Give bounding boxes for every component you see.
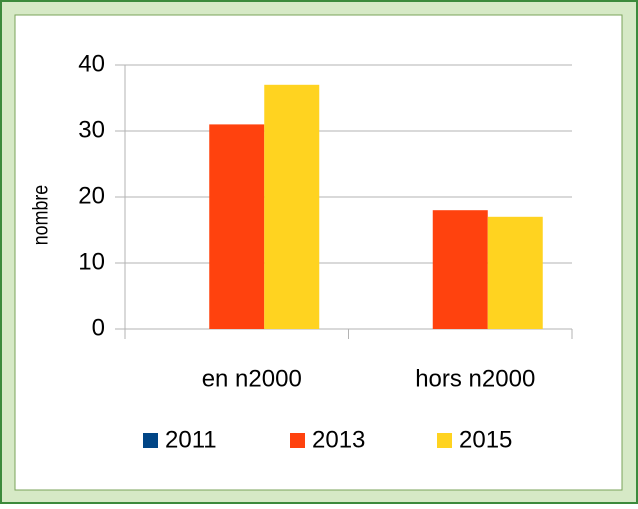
legend-swatch: [437, 433, 452, 448]
y-tick-label: 30: [78, 116, 105, 143]
legend-label: 2013: [312, 426, 365, 453]
legend-label: 2011: [165, 426, 217, 453]
legend-swatch: [143, 433, 158, 448]
legend-swatch: [290, 433, 305, 448]
y-tick-label: 20: [78, 182, 105, 209]
y-tick-label: 10: [78, 248, 105, 275]
bar: [487, 216, 543, 329]
y-tick-label: 0: [92, 314, 105, 341]
x-tick-label: hors n2000: [415, 365, 535, 392]
y-tick-label: 40: [78, 50, 105, 77]
x-tick-label: en n2000: [202, 365, 302, 392]
legend-label: 2015: [459, 426, 512, 453]
y-axis-label: nombre: [29, 185, 53, 245]
bar: [209, 124, 265, 330]
bar: [264, 84, 320, 329]
bar: [432, 210, 488, 329]
